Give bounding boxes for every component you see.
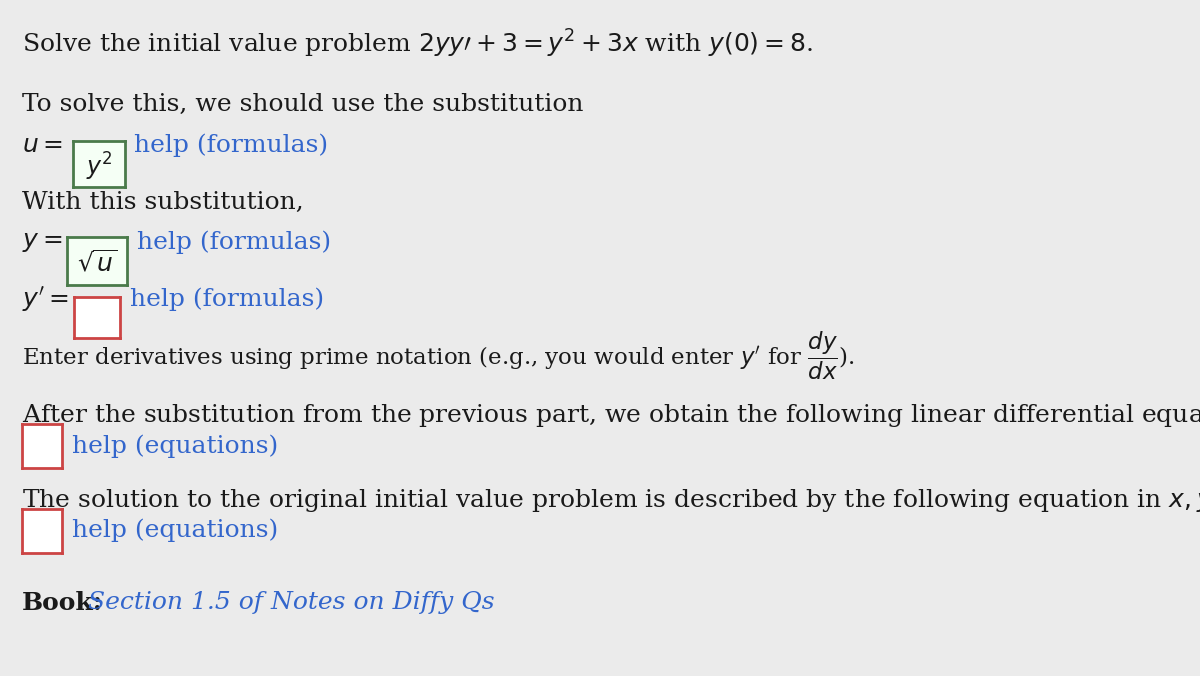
Text: $y' = $: $y' = $: [22, 285, 68, 314]
Text: $u = $: $u = $: [22, 134, 62, 157]
Text: help (formulas): help (formulas): [137, 231, 331, 254]
Text: $y^2$: $y^2$: [85, 151, 113, 183]
Text: Enter derivatives using prime notation (e.g., you would enter $y'$ for $\dfrac{d: Enter derivatives using prime notation (…: [22, 329, 854, 382]
Text: help (equations): help (equations): [72, 435, 278, 458]
Text: After the substitution from the previous part, we obtain the following linear di: After the substitution from the previous…: [22, 402, 1200, 430]
Text: Section 1.5 of Notes on Diffy Qs: Section 1.5 of Notes on Diffy Qs: [88, 592, 494, 614]
Text: help (equations): help (equations): [72, 519, 278, 542]
Text: $y = $: $y = $: [22, 231, 62, 254]
Text: $\sqrt{u}$: $\sqrt{u}$: [77, 250, 118, 276]
Text: Solve the initial value problem $2yy\prime + 3 = y^2 + 3x$ with $y(0) = 8$.: Solve the initial value problem $2yy\pri…: [22, 28, 812, 60]
Text: With this substitution,: With this substitution,: [22, 191, 304, 214]
Text: help (formulas): help (formulas): [130, 288, 324, 311]
Text: To solve this, we should use the substitution: To solve this, we should use the substit…: [22, 93, 583, 116]
Text: help (formulas): help (formulas): [134, 134, 329, 157]
Text: Book:: Book:: [22, 591, 102, 615]
Text: The solution to the original initial value problem is described by the following: The solution to the original initial val…: [22, 487, 1200, 514]
